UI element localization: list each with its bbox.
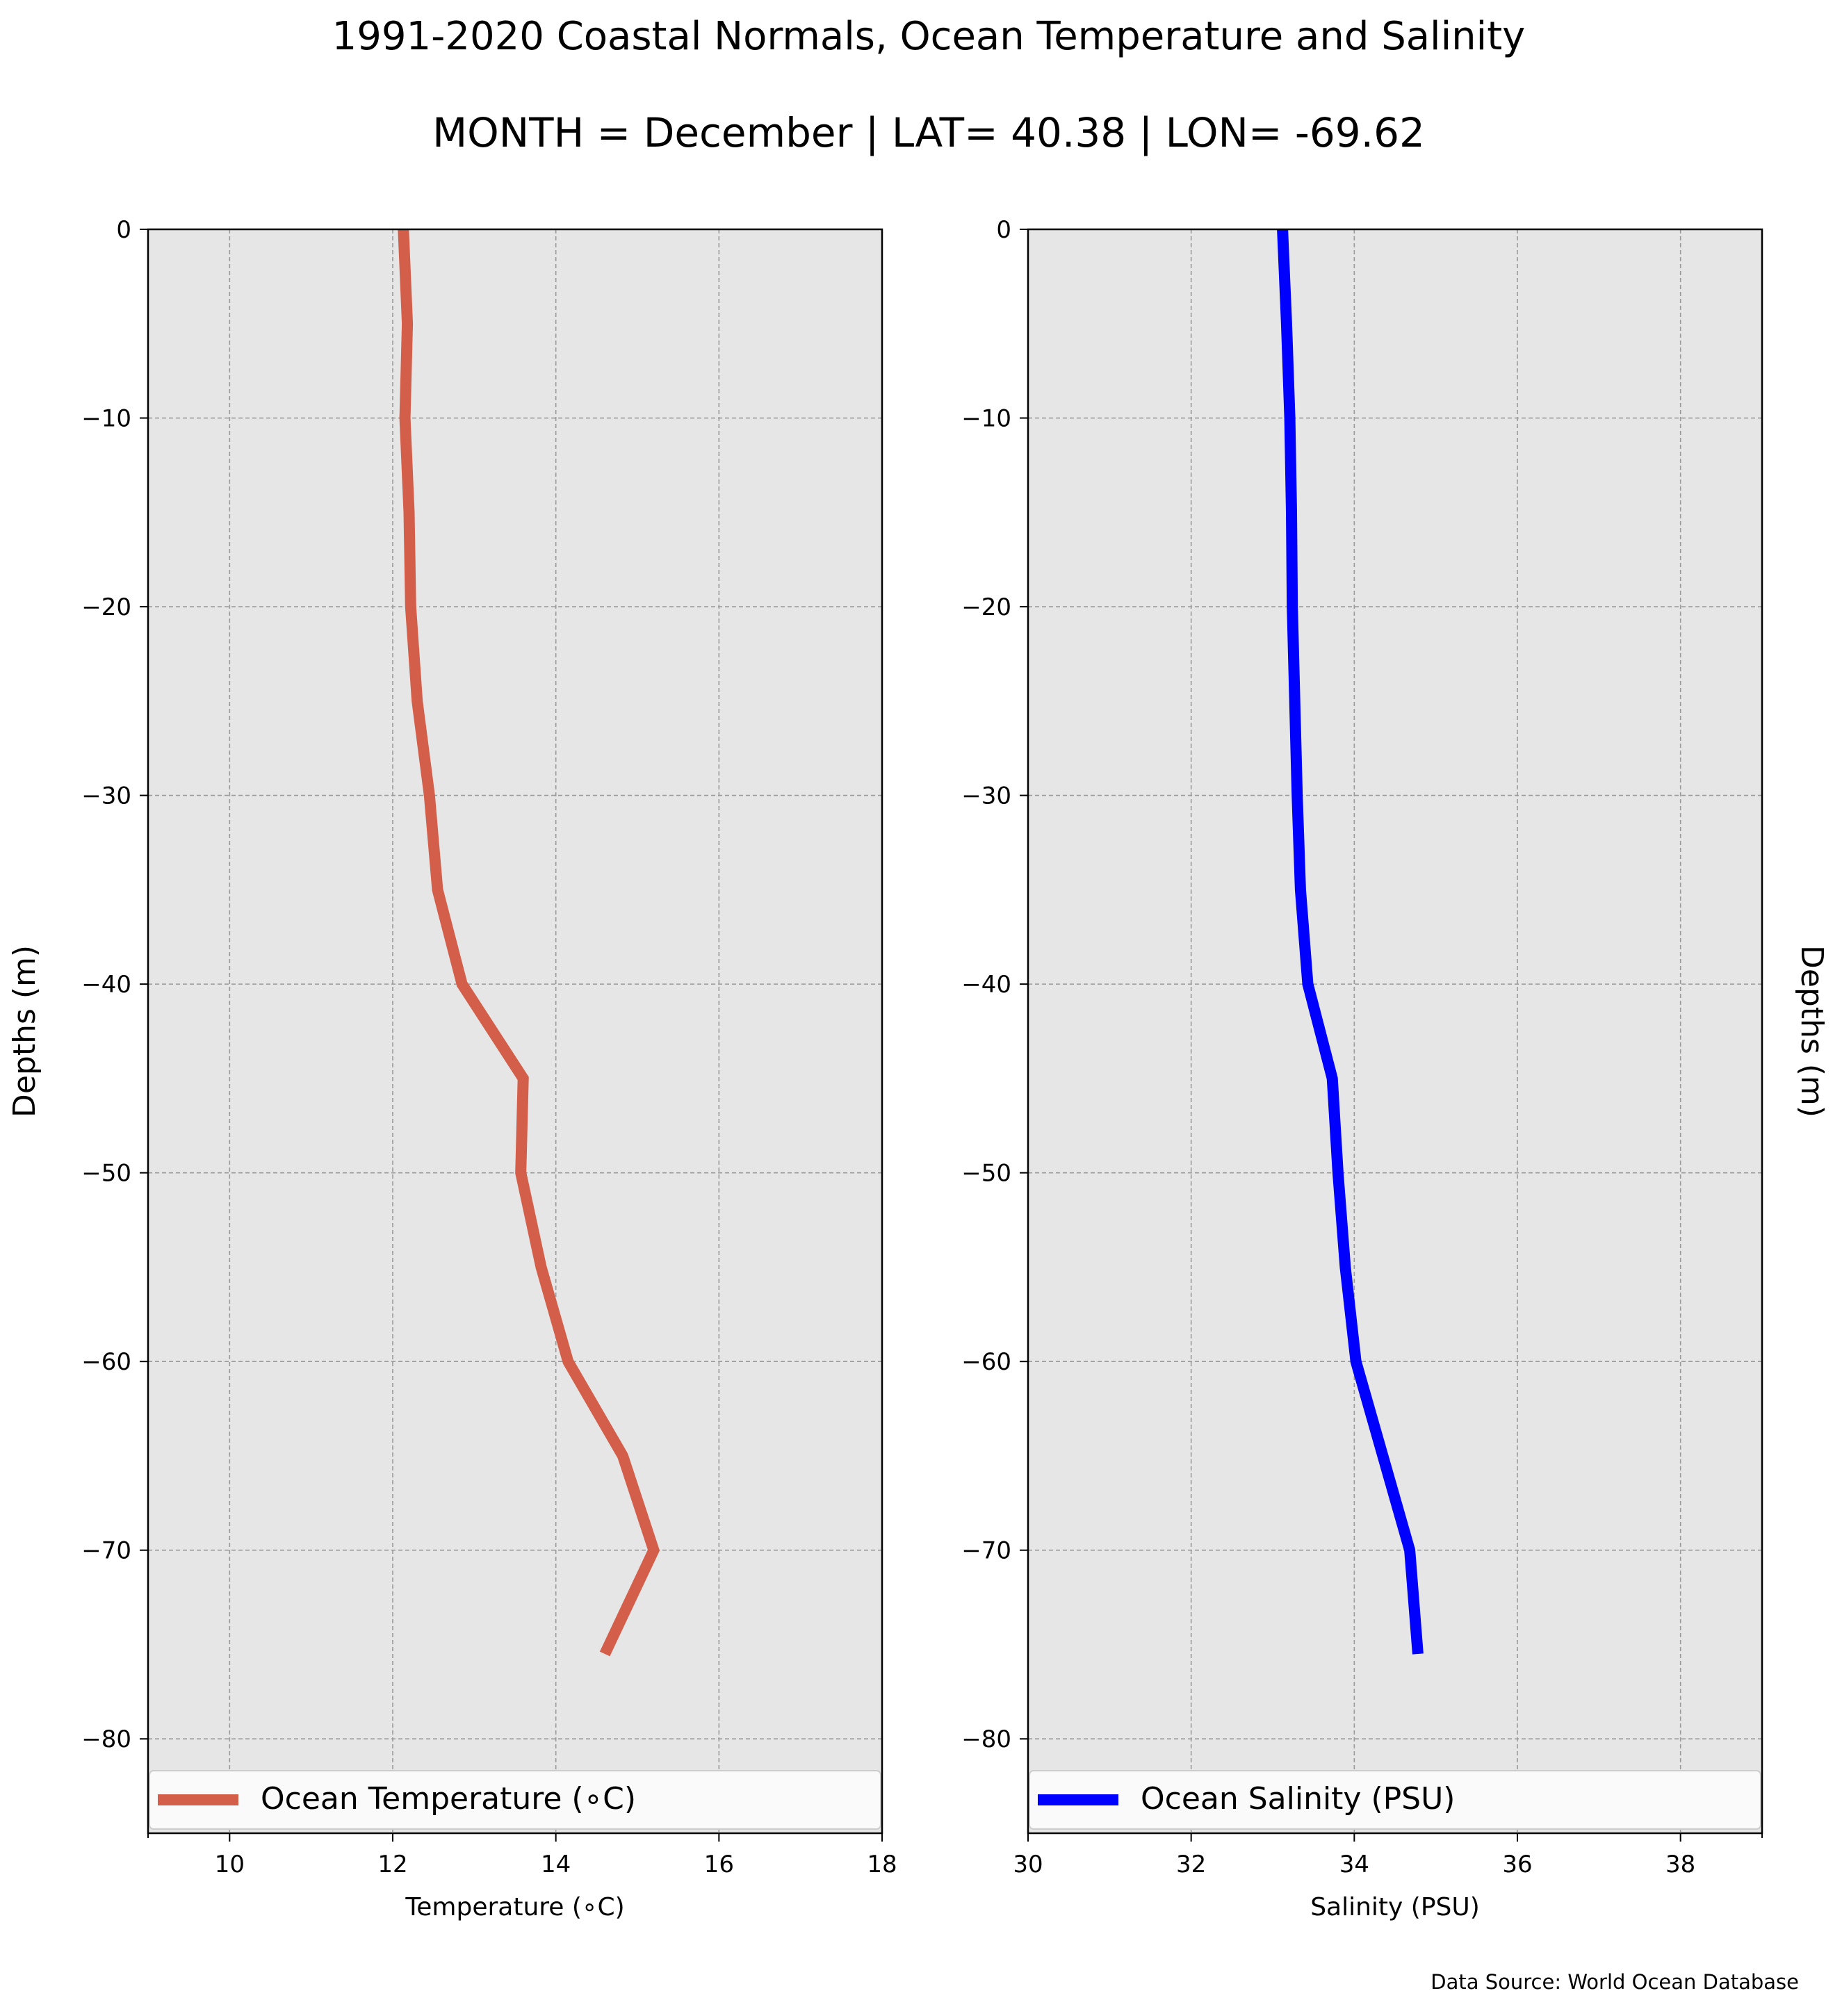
x-tick-label: 30 — [1013, 1851, 1043, 1878]
x-tick-label: 34 — [1339, 1851, 1369, 1878]
figure-title: 1991-2020 Coastal Normals, Ocean Tempera… — [332, 14, 1526, 59]
y-tick-label: −20 — [81, 593, 131, 621]
plot-area — [1028, 229, 1762, 1833]
x-tick-label: 18 — [867, 1851, 897, 1878]
y-tick-label: −30 — [81, 782, 131, 810]
y-tick-label: −50 — [961, 1160, 1011, 1188]
x-tick-label: 38 — [1665, 1851, 1695, 1878]
y-tick-label: −80 — [81, 1726, 131, 1753]
legend-box — [1029, 1770, 1761, 1830]
salinity-panel: Ocean Salinity (PSU) 30 32 34 36 38 0 −10 −20 −30… — [961, 216, 1829, 1921]
y-tick-label: −30 — [961, 782, 1011, 810]
series-line — [398, 229, 660, 1657]
y-tick-label: −10 — [961, 405, 1011, 433]
axes-frame — [147, 228, 883, 1835]
x-tick-label: 12 — [377, 1851, 407, 1878]
y-tick-label: −80 — [961, 1726, 1011, 1753]
y-tick-label: −40 — [81, 971, 131, 999]
y-tick-label: −40 — [961, 971, 1011, 999]
legend-label: Ocean Salinity (PSU) — [1141, 1781, 1455, 1817]
x-tick-label: 14 — [541, 1851, 571, 1878]
y-tick-label: −20 — [961, 593, 1011, 621]
y-axis-label: Depths (m) — [1794, 945, 1829, 1117]
x-tick-label: 36 — [1502, 1851, 1532, 1878]
y-axis-label: Depths (m) — [7, 945, 42, 1117]
y-tick-label: −70 — [81, 1537, 131, 1565]
y-tick-label: 0 — [996, 216, 1011, 244]
x-axis-label: Salinity (PSU) — [1310, 1893, 1480, 1921]
x-axis-label: Temperature (∘C) — [405, 1893, 624, 1921]
x-tick-label: 32 — [1176, 1851, 1206, 1878]
y-tick-label: −10 — [81, 405, 131, 433]
axes-frame — [1027, 228, 1763, 1835]
temperature-panel: Ocean Temperature (∘C) 10 12 14 16 18 0 −10 −20 −… — [7, 216, 897, 1921]
y-tick-label: −60 — [81, 1348, 131, 1376]
y-tick-label: 0 — [116, 216, 131, 244]
x-tick-label: 16 — [704, 1851, 734, 1878]
series-line — [1277, 229, 1424, 1655]
legend-label: Ocean Temperature (∘C) — [261, 1781, 636, 1817]
y-tick-label: −70 — [961, 1537, 1011, 1565]
figure-subtitle: MONTH = December | LAT= 40.38 | LON= -69… — [432, 109, 1425, 156]
y-tick-label: −60 — [961, 1348, 1011, 1376]
legend-box — [149, 1770, 881, 1830]
x-tick-label: 10 — [215, 1851, 245, 1878]
source-note: Data Source: World Ocean Database — [1431, 1970, 1799, 1994]
y-tick-label: −50 — [81, 1160, 131, 1188]
plot-area — [148, 229, 882, 1833]
